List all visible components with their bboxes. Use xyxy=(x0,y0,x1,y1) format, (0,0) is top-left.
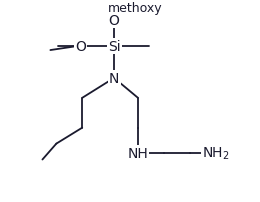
Text: O: O xyxy=(109,14,120,28)
Text: NH: NH xyxy=(128,146,148,160)
Text: N: N xyxy=(109,72,119,85)
Text: O: O xyxy=(75,40,86,54)
Text: O: O xyxy=(75,40,86,54)
Text: methoxy: methoxy xyxy=(108,2,162,15)
Text: Si: Si xyxy=(108,40,120,54)
Text: N: N xyxy=(109,72,119,85)
Text: O: O xyxy=(109,14,120,28)
Text: NH$_2$: NH$_2$ xyxy=(202,145,229,161)
Text: Si: Si xyxy=(108,40,120,54)
Text: methoxy: methoxy xyxy=(0,201,1,202)
